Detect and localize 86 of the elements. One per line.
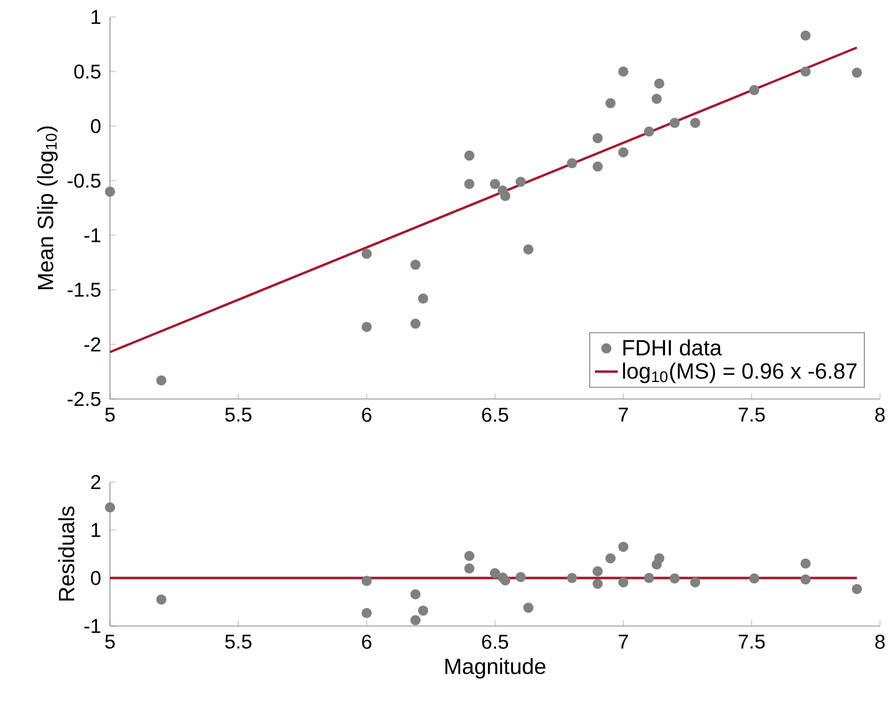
point	[652, 94, 662, 104]
point	[104, 502, 116, 513]
y-tick-label: 0	[90, 570, 100, 586]
point	[644, 572, 654, 584]
y-tick-label: 1	[92, 10, 100, 24]
point	[800, 66, 811, 77]
point	[410, 260, 421, 270]
x-tick-label: 6	[362, 408, 372, 422]
legend-label: FDHI data	[623, 339, 722, 356]
point	[490, 568, 500, 578]
point	[362, 248, 372, 259]
point	[800, 558, 811, 569]
legend-label: log$_{10}$(MS) = 0.96 x -6.87	[623, 362, 857, 384]
x-tick-label: 5.5	[225, 634, 252, 649]
y-tick-label: 0.5	[74, 64, 100, 79]
point	[654, 553, 664, 564]
point	[362, 608, 372, 618]
point	[670, 118, 680, 128]
point	[464, 550, 474, 561]
point	[690, 577, 700, 588]
point	[410, 589, 421, 600]
point	[104, 186, 116, 197]
point	[464, 563, 474, 574]
point	[490, 178, 500, 190]
point	[618, 542, 628, 552]
x-tick-label: 7	[618, 634, 628, 648]
y-tick-label: -1	[84, 228, 100, 242]
point	[566, 572, 578, 584]
x-axis-title: Magnitude	[445, 658, 546, 679]
point	[800, 30, 811, 41]
x-tick-label: 5	[105, 634, 115, 649]
point	[418, 606, 428, 616]
y-axis-title: Mean Slip (log$_{10}$)	[37, 126, 58, 290]
y-tick-label: -0.5	[68, 174, 100, 188]
y-tick-label: -1	[84, 619, 100, 633]
x-tick-label: 5.5	[225, 408, 252, 422]
y-tick-label: 1	[92, 523, 100, 537]
x-tick-label: 5	[105, 408, 115, 422]
point	[654, 78, 664, 89]
x-tick-label: 6.5	[482, 634, 508, 649]
point	[592, 578, 603, 589]
point	[749, 573, 760, 584]
point	[156, 375, 166, 386]
point	[516, 176, 526, 187]
point	[605, 98, 616, 108]
x-tick-label: 8	[875, 408, 885, 422]
y-tick-label: -2.5	[68, 392, 100, 406]
point	[523, 244, 534, 255]
x-tick-label: 6	[362, 634, 372, 649]
point	[644, 126, 654, 137]
point	[410, 318, 421, 329]
point	[410, 615, 421, 626]
point	[362, 322, 372, 332]
point	[592, 566, 603, 576]
y-axis-title: Residuals	[58, 506, 74, 600]
point	[500, 190, 510, 202]
point	[800, 574, 811, 585]
point	[500, 575, 510, 586]
point	[362, 576, 372, 586]
point	[749, 85, 760, 96]
point	[592, 161, 603, 172]
point	[516, 572, 526, 582]
point	[605, 553, 616, 564]
x-tick-label: 6.5	[482, 408, 508, 422]
point	[464, 178, 474, 190]
x-tick-label: 8	[875, 634, 885, 649]
x-tick-label: 7.5	[738, 408, 765, 422]
point	[156, 594, 166, 605]
point	[418, 294, 428, 304]
point	[592, 133, 603, 144]
y-tick-label: 2	[91, 475, 100, 489]
point	[852, 68, 862, 78]
point	[852, 584, 862, 594]
point	[618, 577, 628, 588]
point	[464, 150, 474, 161]
x-tick-label: 7	[618, 408, 628, 422]
y-tick-label: -1.5	[68, 282, 100, 297]
y-tick-label: 0	[90, 119, 100, 134]
x-tick-label: 7.5	[738, 634, 765, 649]
point	[618, 66, 628, 77]
y-tick-label: -2	[84, 337, 100, 352]
point	[618, 147, 628, 158]
point	[690, 118, 700, 128]
point	[523, 602, 534, 613]
point	[670, 573, 680, 584]
point	[566, 158, 578, 168]
